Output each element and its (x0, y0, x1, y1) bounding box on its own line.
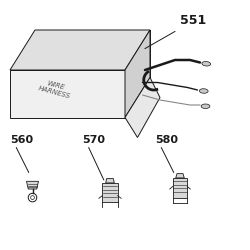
Ellipse shape (202, 62, 210, 66)
Ellipse shape (200, 89, 208, 93)
Text: 570: 570 (82, 135, 106, 145)
Polygon shape (173, 178, 187, 198)
Polygon shape (10, 30, 150, 70)
Polygon shape (106, 178, 114, 183)
Polygon shape (26, 181, 38, 189)
Polygon shape (10, 70, 125, 117)
Text: 551: 551 (180, 14, 206, 28)
Text: WIRE
HARNESS: WIRE HARNESS (37, 78, 73, 99)
Polygon shape (102, 183, 118, 202)
Text: 580: 580 (155, 135, 178, 145)
Ellipse shape (201, 104, 210, 108)
Text: 560: 560 (10, 135, 33, 145)
Polygon shape (125, 78, 160, 138)
Polygon shape (125, 30, 150, 118)
Polygon shape (176, 174, 184, 178)
